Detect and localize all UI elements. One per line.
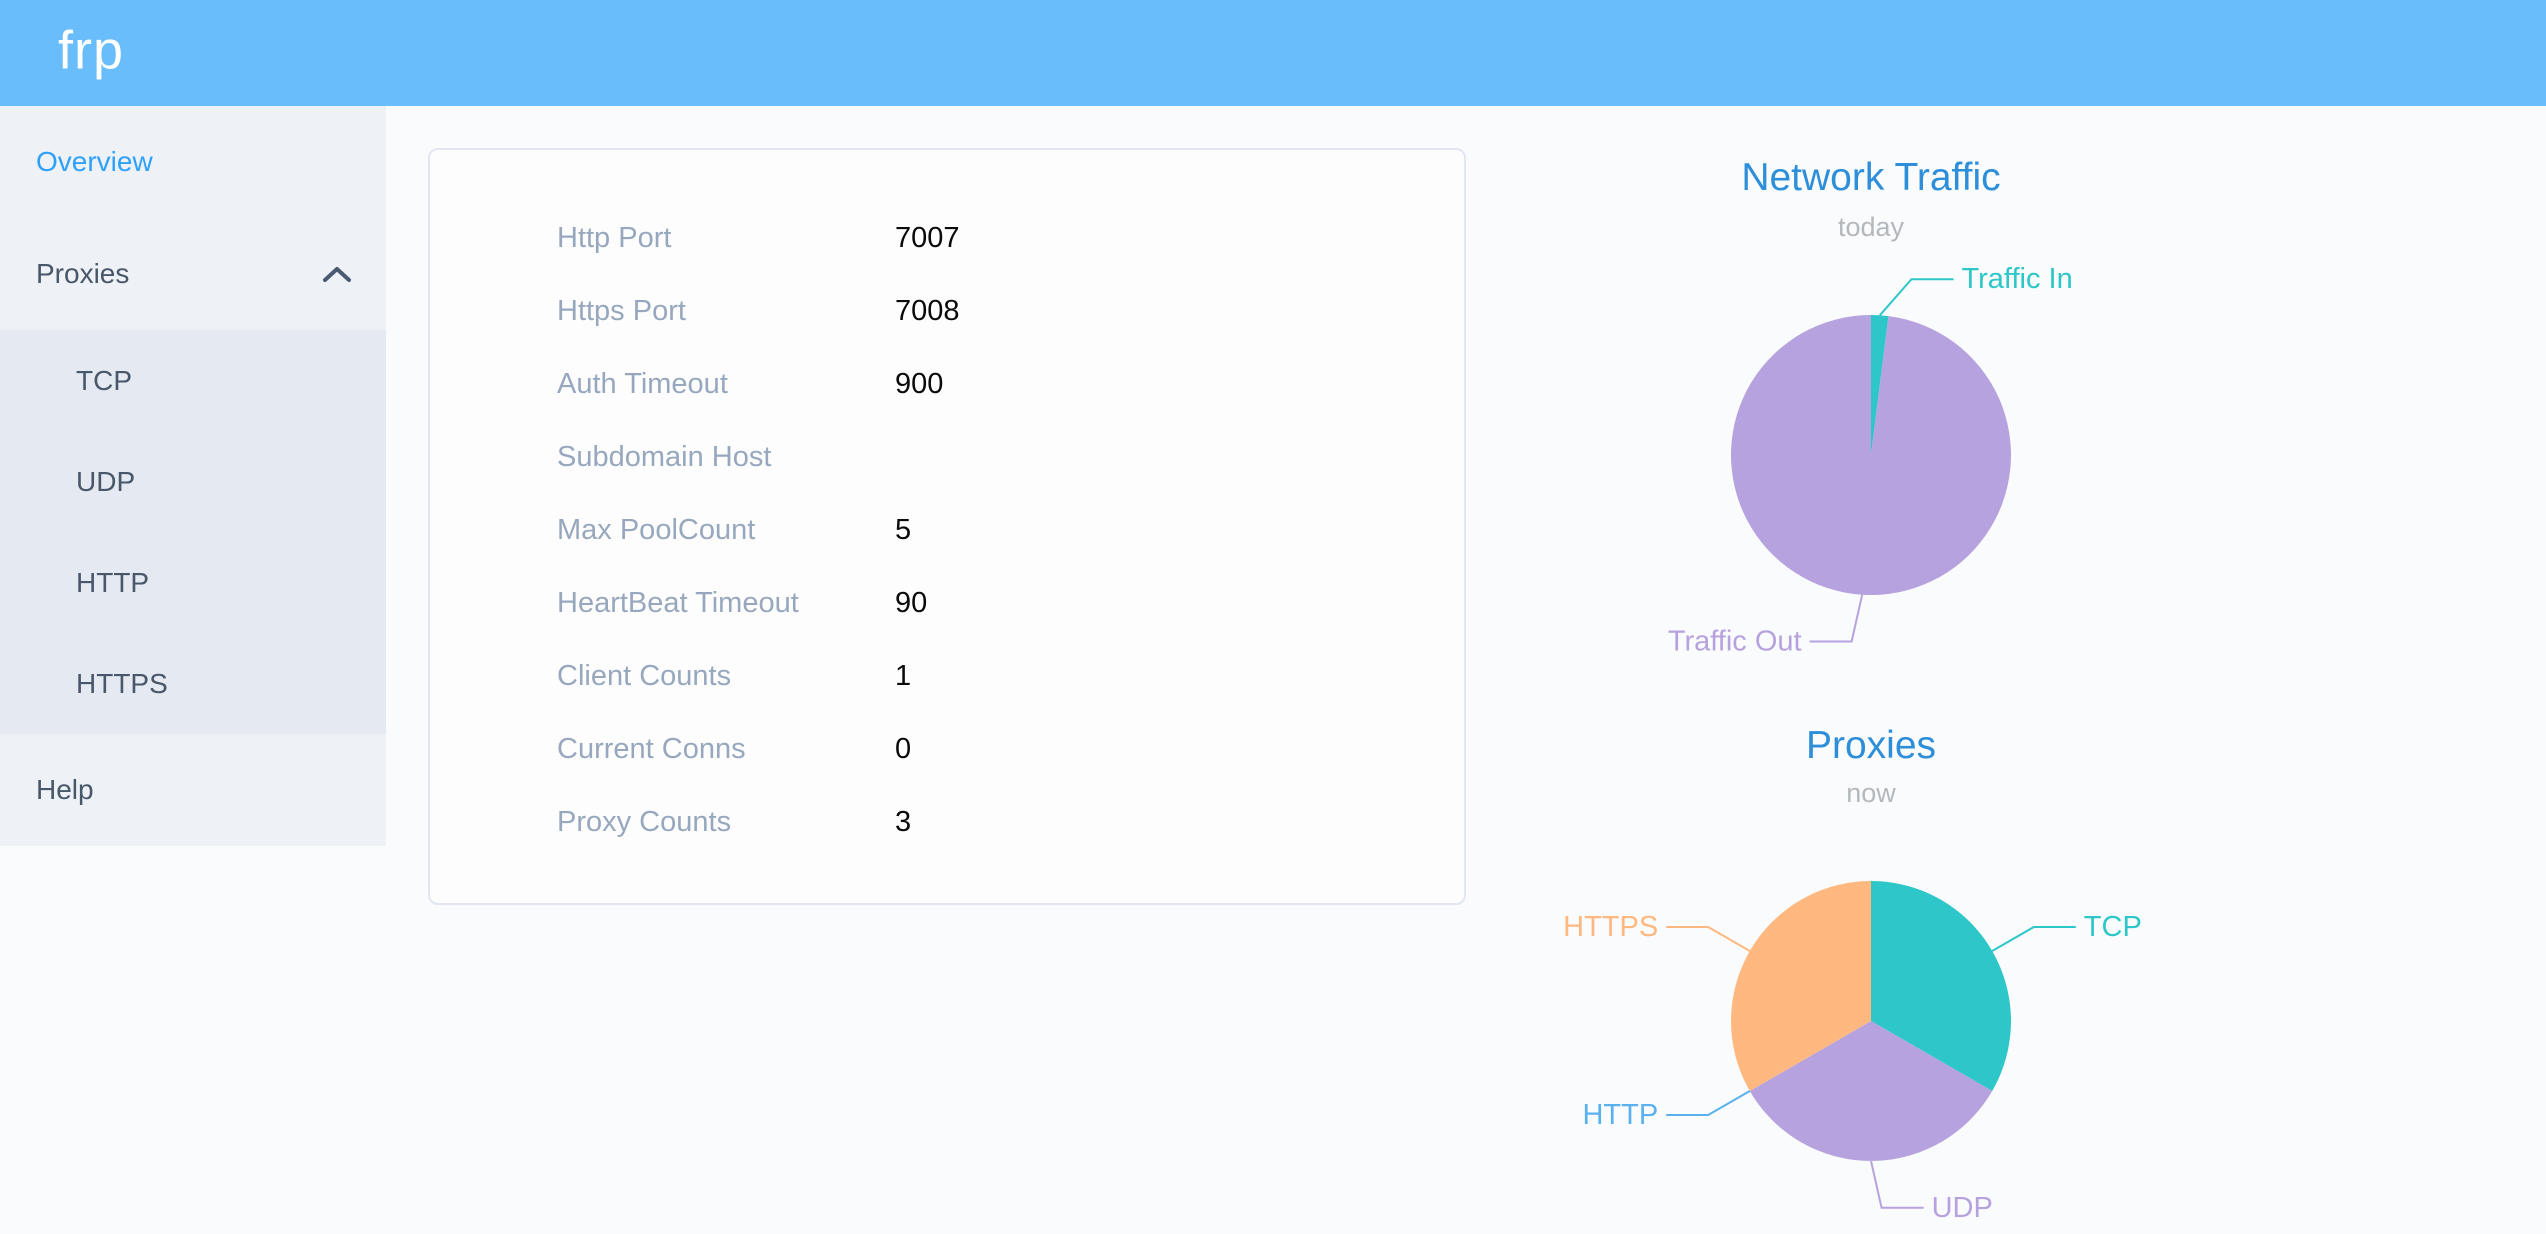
proxies-subtitle: now [1846, 778, 1896, 808]
info-row-value: 3 [895, 806, 912, 838]
sidebar-item-tcp-label: TCP [76, 364, 132, 396]
sidebar-item-https-label: HTTPS [76, 667, 168, 699]
app-header: frp [0, 0, 2546, 106]
network-traffic-title: Network Traffic [1741, 156, 2001, 199]
sidebar: Overview Proxies TCP UDP HTTP HTTPS Help [0, 106, 386, 846]
pie-label-tcp: TCP [2084, 911, 2142, 943]
network-traffic-pie-chart: Traffic In Traffic Out [1668, 263, 2073, 658]
sidebar-item-help-label: Help [36, 774, 94, 805]
info-row-label: Https Port [557, 295, 686, 327]
pie-slice-https[interactable] [1731, 881, 1871, 1091]
server-info-rows: Http Port 7007 Https Port 7008 Auth Timeout 9… [430, 202, 1464, 859]
info-row-value: 5 [895, 514, 912, 546]
info-row-label: HeartBeat Timeout [557, 587, 799, 619]
pie-label-traffic-in: Traffic In [1962, 263, 2073, 295]
info-row-label: Subdomain Host [557, 441, 772, 473]
pie-slice-tcp[interactable] [1871, 881, 2011, 1091]
sidebar-submenu-proxies: TCP UDP HTTP HTTPS [0, 330, 386, 734]
pie-slice-udp[interactable] [1749, 1021, 1993, 1161]
info-row-label: Current Conns [557, 733, 746, 765]
sidebar-item-http-label: HTTP [76, 566, 150, 598]
info-row-label: Max PoolCount [557, 514, 756, 546]
pie-label-https: HTTPS [1563, 911, 1658, 943]
pie-label-traffic-out: Traffic Out [1668, 626, 1802, 658]
pie-label-udp: UDP [1932, 1192, 1993, 1224]
sidebar-item-overview-label: Overview [36, 146, 153, 177]
info-row-value: 90 [895, 587, 928, 619]
server-info-card: Http Port 7007 Https Port 7008 Auth Timeout 9… [428, 148, 1466, 905]
pie-label-http: HTTP [1582, 1099, 1658, 1131]
info-row-client-counts: Client Counts 1 [430, 640, 1464, 713]
sidebar-item-overview[interactable]: Overview [0, 106, 386, 218]
sidebar-item-proxies-label: Proxies [36, 258, 130, 289]
info-row-heartbeat-timeout: HeartBeat Timeout 90 [430, 567, 1464, 640]
info-row-subdomain-host: Subdomain Host [430, 421, 1464, 494]
pie-label-line-udp [1870, 1160, 1924, 1209]
sidebar-item-https[interactable]: HTTPS [0, 633, 386, 734]
pie-label-line-traffic-out [1809, 594, 1864, 643]
info-row-proxy-counts: Proxy Counts 3 [430, 786, 1464, 859]
sidebar-item-proxies[interactable]: Proxies [0, 218, 386, 330]
info-row-value: 7007 [895, 222, 960, 254]
info-row-value: 1 [895, 660, 912, 692]
app-logo: frp [58, 20, 125, 81]
pie-slice-traffic-out[interactable] [1730, 315, 2011, 595]
info-row-max-poolcount: Max PoolCount 5 [430, 494, 1464, 567]
pie-label-line-traffic-in [1879, 278, 1954, 316]
sidebar-item-help[interactable]: Help [0, 734, 386, 846]
info-row-value: 7008 [895, 295, 960, 327]
pie-slice-traffic-in[interactable] [1871, 315, 1889, 455]
sidebar-item-tcp[interactable]: TCP [0, 330, 386, 431]
info-row-label: Http Port [557, 222, 672, 254]
info-row-auth-timeout: Auth Timeout 900 [430, 348, 1464, 421]
pie-label-line-http [1666, 1090, 1751, 1116]
info-row-label: Proxy Counts [557, 806, 732, 838]
info-row-value: 900 [895, 368, 944, 400]
proxies-pie-chart: TCP UDP HTTP HTTPS [1563, 881, 2142, 1224]
sidebar-item-udp[interactable]: UDP [0, 431, 386, 532]
pie-label-line-tcp [1991, 926, 2076, 952]
pie-label-line-https [1666, 926, 1751, 952]
info-row-value: 0 [895, 733, 912, 765]
sidebar-item-udp-label: UDP [76, 465, 136, 497]
info-row-current-conns: Current Conns 0 [430, 713, 1464, 786]
info-row-https-port: Https Port 7008 [430, 275, 1464, 348]
info-row-label: Client Counts [557, 660, 732, 692]
proxies-title: Proxies [1805, 724, 1937, 767]
sidebar-item-http[interactable]: HTTP [0, 532, 386, 633]
chevron-up-icon [323, 266, 351, 282]
info-row-http-port: Http Port 7007 [430, 202, 1464, 275]
info-row-label: Auth Timeout [557, 368, 728, 400]
network-traffic-subtitle: today [1837, 212, 1905, 242]
